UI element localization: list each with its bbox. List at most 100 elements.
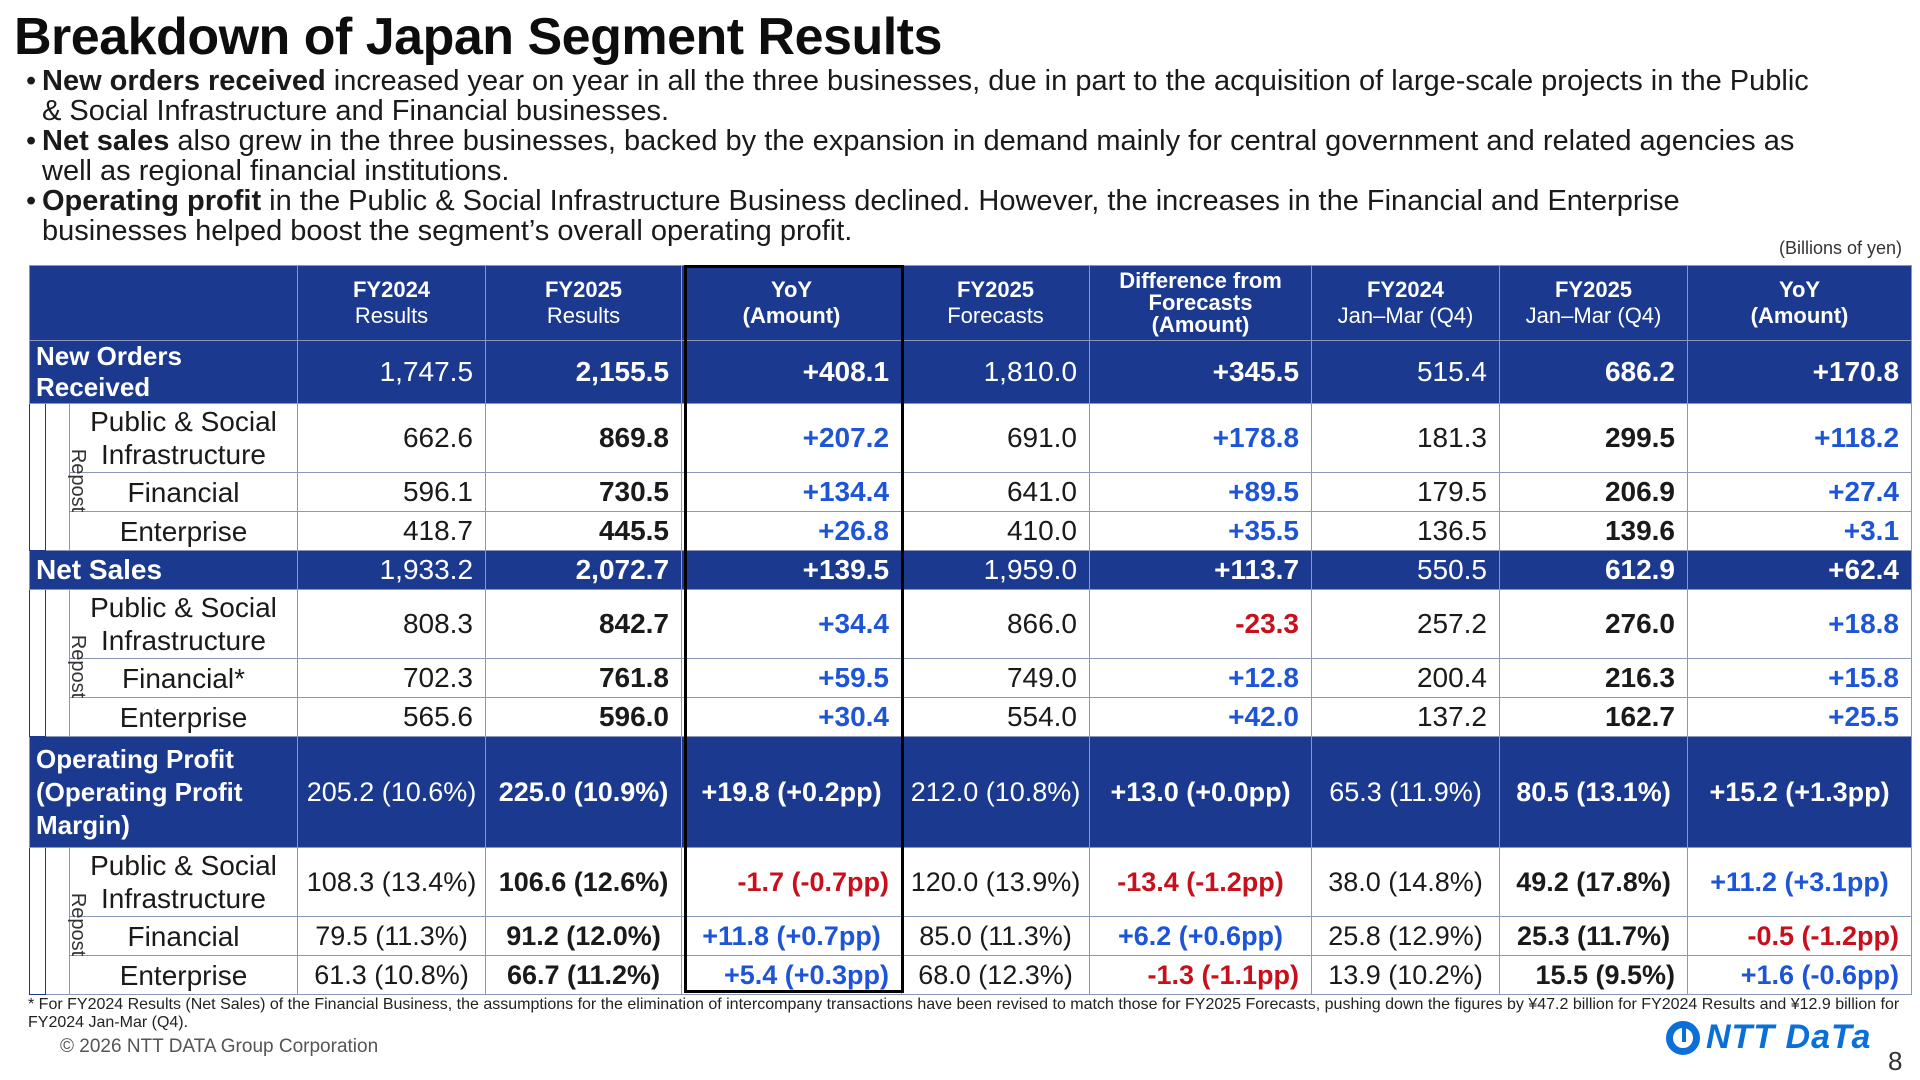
table-row: Repost Public & Social Infrastructure 10… bbox=[29, 847, 1913, 995]
table-cell: -0.5 (-1.2pp) bbox=[1687, 916, 1913, 956]
table-row: Financial* 702.3 761.8 +59.5 749.0 +12.8… bbox=[30, 658, 1913, 698]
table-cell: 418.7 bbox=[297, 511, 487, 551]
header-corner bbox=[28, 265, 299, 341]
table-cell: 61.3 (10.8%) bbox=[297, 955, 487, 995]
table-cell: +134.4 bbox=[681, 472, 903, 512]
table-cell: 120.0 (13.9%) bbox=[901, 847, 1091, 917]
table-cell: 49.2 (17.8%) bbox=[1499, 847, 1689, 917]
table-cell: 91.2 (12.0%) bbox=[485, 916, 683, 956]
table-cell: 212.0 (10.8%) bbox=[901, 736, 1091, 848]
table-cell: +15.8 bbox=[1687, 658, 1913, 698]
table-cell: +3.1 bbox=[1687, 511, 1913, 551]
table-cell: +118.2 bbox=[1687, 403, 1913, 473]
header-col: FY2025 Forecasts bbox=[901, 265, 1091, 341]
table-cell: +25.5 bbox=[1687, 697, 1913, 737]
table-cell: 205.2 (10.6%) bbox=[297, 736, 487, 848]
table-cell: 515.4 bbox=[1311, 340, 1501, 404]
bullet-operating-profit: Operating profit in the Public & Social … bbox=[26, 186, 1826, 246]
row-label: Financial* bbox=[68, 658, 299, 698]
page-title: Breakdown of Japan Segment Results bbox=[14, 8, 942, 66]
copyright: © 2026 NTT DATA Group Corporation bbox=[60, 1036, 379, 1057]
table-cell: 200.4 bbox=[1311, 658, 1501, 698]
table-cell: 686.2 bbox=[1499, 340, 1689, 404]
table-cell: 761.8 bbox=[485, 658, 683, 698]
ntt-data-logo: NTT DaTa bbox=[1666, 1018, 1871, 1057]
segment-results-table: FY2024 Results FY2025 Results YoY (Amount) … bbox=[28, 265, 1913, 995]
table-cell: +89.5 bbox=[1089, 472, 1313, 512]
table-cell: +178.8 bbox=[1089, 403, 1313, 473]
table-cell: 137.2 bbox=[1311, 697, 1501, 737]
section-row-new-orders: New Orders Received 1,747.5 2,155.5 +408… bbox=[28, 340, 1913, 404]
table-cell: 181.3 bbox=[1311, 403, 1501, 473]
row-label: Financial bbox=[68, 472, 299, 512]
row-label: Net Sales bbox=[28, 550, 299, 590]
table-cell: 2,072.7 bbox=[485, 550, 683, 590]
footnote: * For FY2024 Results (Net Sales) of the … bbox=[28, 996, 1900, 1031]
bullet-text: in the Public & Social Infrastructure Bu… bbox=[42, 185, 1680, 247]
bullet-bold: Net sales bbox=[42, 125, 170, 157]
table-cell: +13.0 (+0.0pp) bbox=[1089, 736, 1313, 848]
table-cell: 299.5 bbox=[1499, 403, 1689, 473]
table-cell: 80.5 (13.1%) bbox=[1499, 736, 1689, 848]
table-cell: 641.0 bbox=[901, 472, 1091, 512]
section-row-operating-profit: Operating Profit (Operating Profit Margi… bbox=[28, 736, 1913, 848]
table-row: Repost Public & Social Infrastructure 66… bbox=[29, 403, 1913, 551]
row-label: Enterprise bbox=[68, 697, 299, 737]
table-cell: 79.5 (11.3%) bbox=[297, 916, 487, 956]
summary-bullets: New orders received increased year on ye… bbox=[26, 66, 1826, 246]
table-cell: +345.5 bbox=[1089, 340, 1313, 404]
table-cell: +408.1 bbox=[681, 340, 903, 404]
table-cell: 445.5 bbox=[485, 511, 683, 551]
table-cell: -1.3 (-1.1pp) bbox=[1089, 955, 1313, 995]
table-cell: 106.6 (12.6%) bbox=[485, 847, 683, 917]
side-bar bbox=[29, 403, 46, 551]
bullet-new-orders: New orders received increased year on ye… bbox=[26, 66, 1826, 126]
table-cell: 276.0 bbox=[1499, 589, 1689, 659]
row-label: Financial bbox=[68, 916, 299, 956]
table-row: Enterprise 61.3 (10.8%) 66.7 (11.2%) +5.… bbox=[30, 955, 1913, 995]
table-cell: 25.8 (12.9%) bbox=[1311, 916, 1501, 956]
table-cell: +30.4 bbox=[681, 697, 903, 737]
header-col: YoY (Amount) bbox=[681, 265, 903, 341]
table-cell: 691.0 bbox=[901, 403, 1091, 473]
header-col: FY2024 Jan–Mar (Q4) bbox=[1311, 265, 1501, 341]
table-cell: 869.8 bbox=[485, 403, 683, 473]
table-cell: 179.5 bbox=[1311, 472, 1501, 512]
table-cell: 410.0 bbox=[901, 511, 1091, 551]
header-col: Difference from Forecasts (Amount) bbox=[1089, 265, 1313, 341]
table-cell: 730.5 bbox=[485, 472, 683, 512]
table-cell: 1,959.0 bbox=[901, 550, 1091, 590]
table-cell: +11.2 (+3.1pp) bbox=[1687, 847, 1913, 917]
table-cell: 25.3 (11.7%) bbox=[1499, 916, 1689, 956]
table-cell: 808.3 bbox=[297, 589, 487, 659]
table-cell: 216.3 bbox=[1499, 658, 1689, 698]
row-label: Enterprise bbox=[68, 511, 299, 551]
table-cell: -13.4 (-1.2pp) bbox=[1089, 847, 1313, 917]
table-cell: -1.7 (-0.7pp) bbox=[681, 847, 903, 917]
table-row: Enterprise 565.6 596.0 +30.4 554.0 +42.0… bbox=[30, 697, 1913, 737]
row-label: Operating Profit (Operating Profit Margi… bbox=[28, 736, 299, 848]
table-cell: 65.3 (11.9%) bbox=[1311, 736, 1501, 848]
table-cell: 15.5 (9.5%) bbox=[1499, 955, 1689, 995]
table-cell: +6.2 (+0.6pp) bbox=[1089, 916, 1313, 956]
table-cell: +59.5 bbox=[681, 658, 903, 698]
table-cell: 596.0 bbox=[485, 697, 683, 737]
table-cell: 565.6 bbox=[297, 697, 487, 737]
table-cell: 596.1 bbox=[297, 472, 487, 512]
table-cell: +1.6 (-0.6pp) bbox=[1687, 955, 1913, 995]
table-cell: 13.9 (10.2%) bbox=[1311, 955, 1501, 995]
table-cell: 1,747.5 bbox=[297, 340, 487, 404]
table-cell: 550.5 bbox=[1311, 550, 1501, 590]
table-cell: +19.8 (+0.2pp) bbox=[681, 736, 903, 848]
table-cell: 206.9 bbox=[1499, 472, 1689, 512]
table-cell: 85.0 (11.3%) bbox=[901, 916, 1091, 956]
table-row: Financial 596.1 730.5 +134.4 641.0 +89.5… bbox=[30, 472, 1913, 512]
table-cell: 749.0 bbox=[901, 658, 1091, 698]
row-label: Public & Social Infrastructure bbox=[68, 403, 299, 473]
table-cell: 554.0 bbox=[901, 697, 1091, 737]
table-cell: +35.5 bbox=[1089, 511, 1313, 551]
units-note: (Billions of yen) bbox=[1778, 238, 1902, 258]
table-cell: 68.0 (12.3%) bbox=[901, 955, 1091, 995]
logo-text: NTT DaTa bbox=[1706, 1018, 1872, 1056]
table-cell: +42.0 bbox=[1089, 697, 1313, 737]
